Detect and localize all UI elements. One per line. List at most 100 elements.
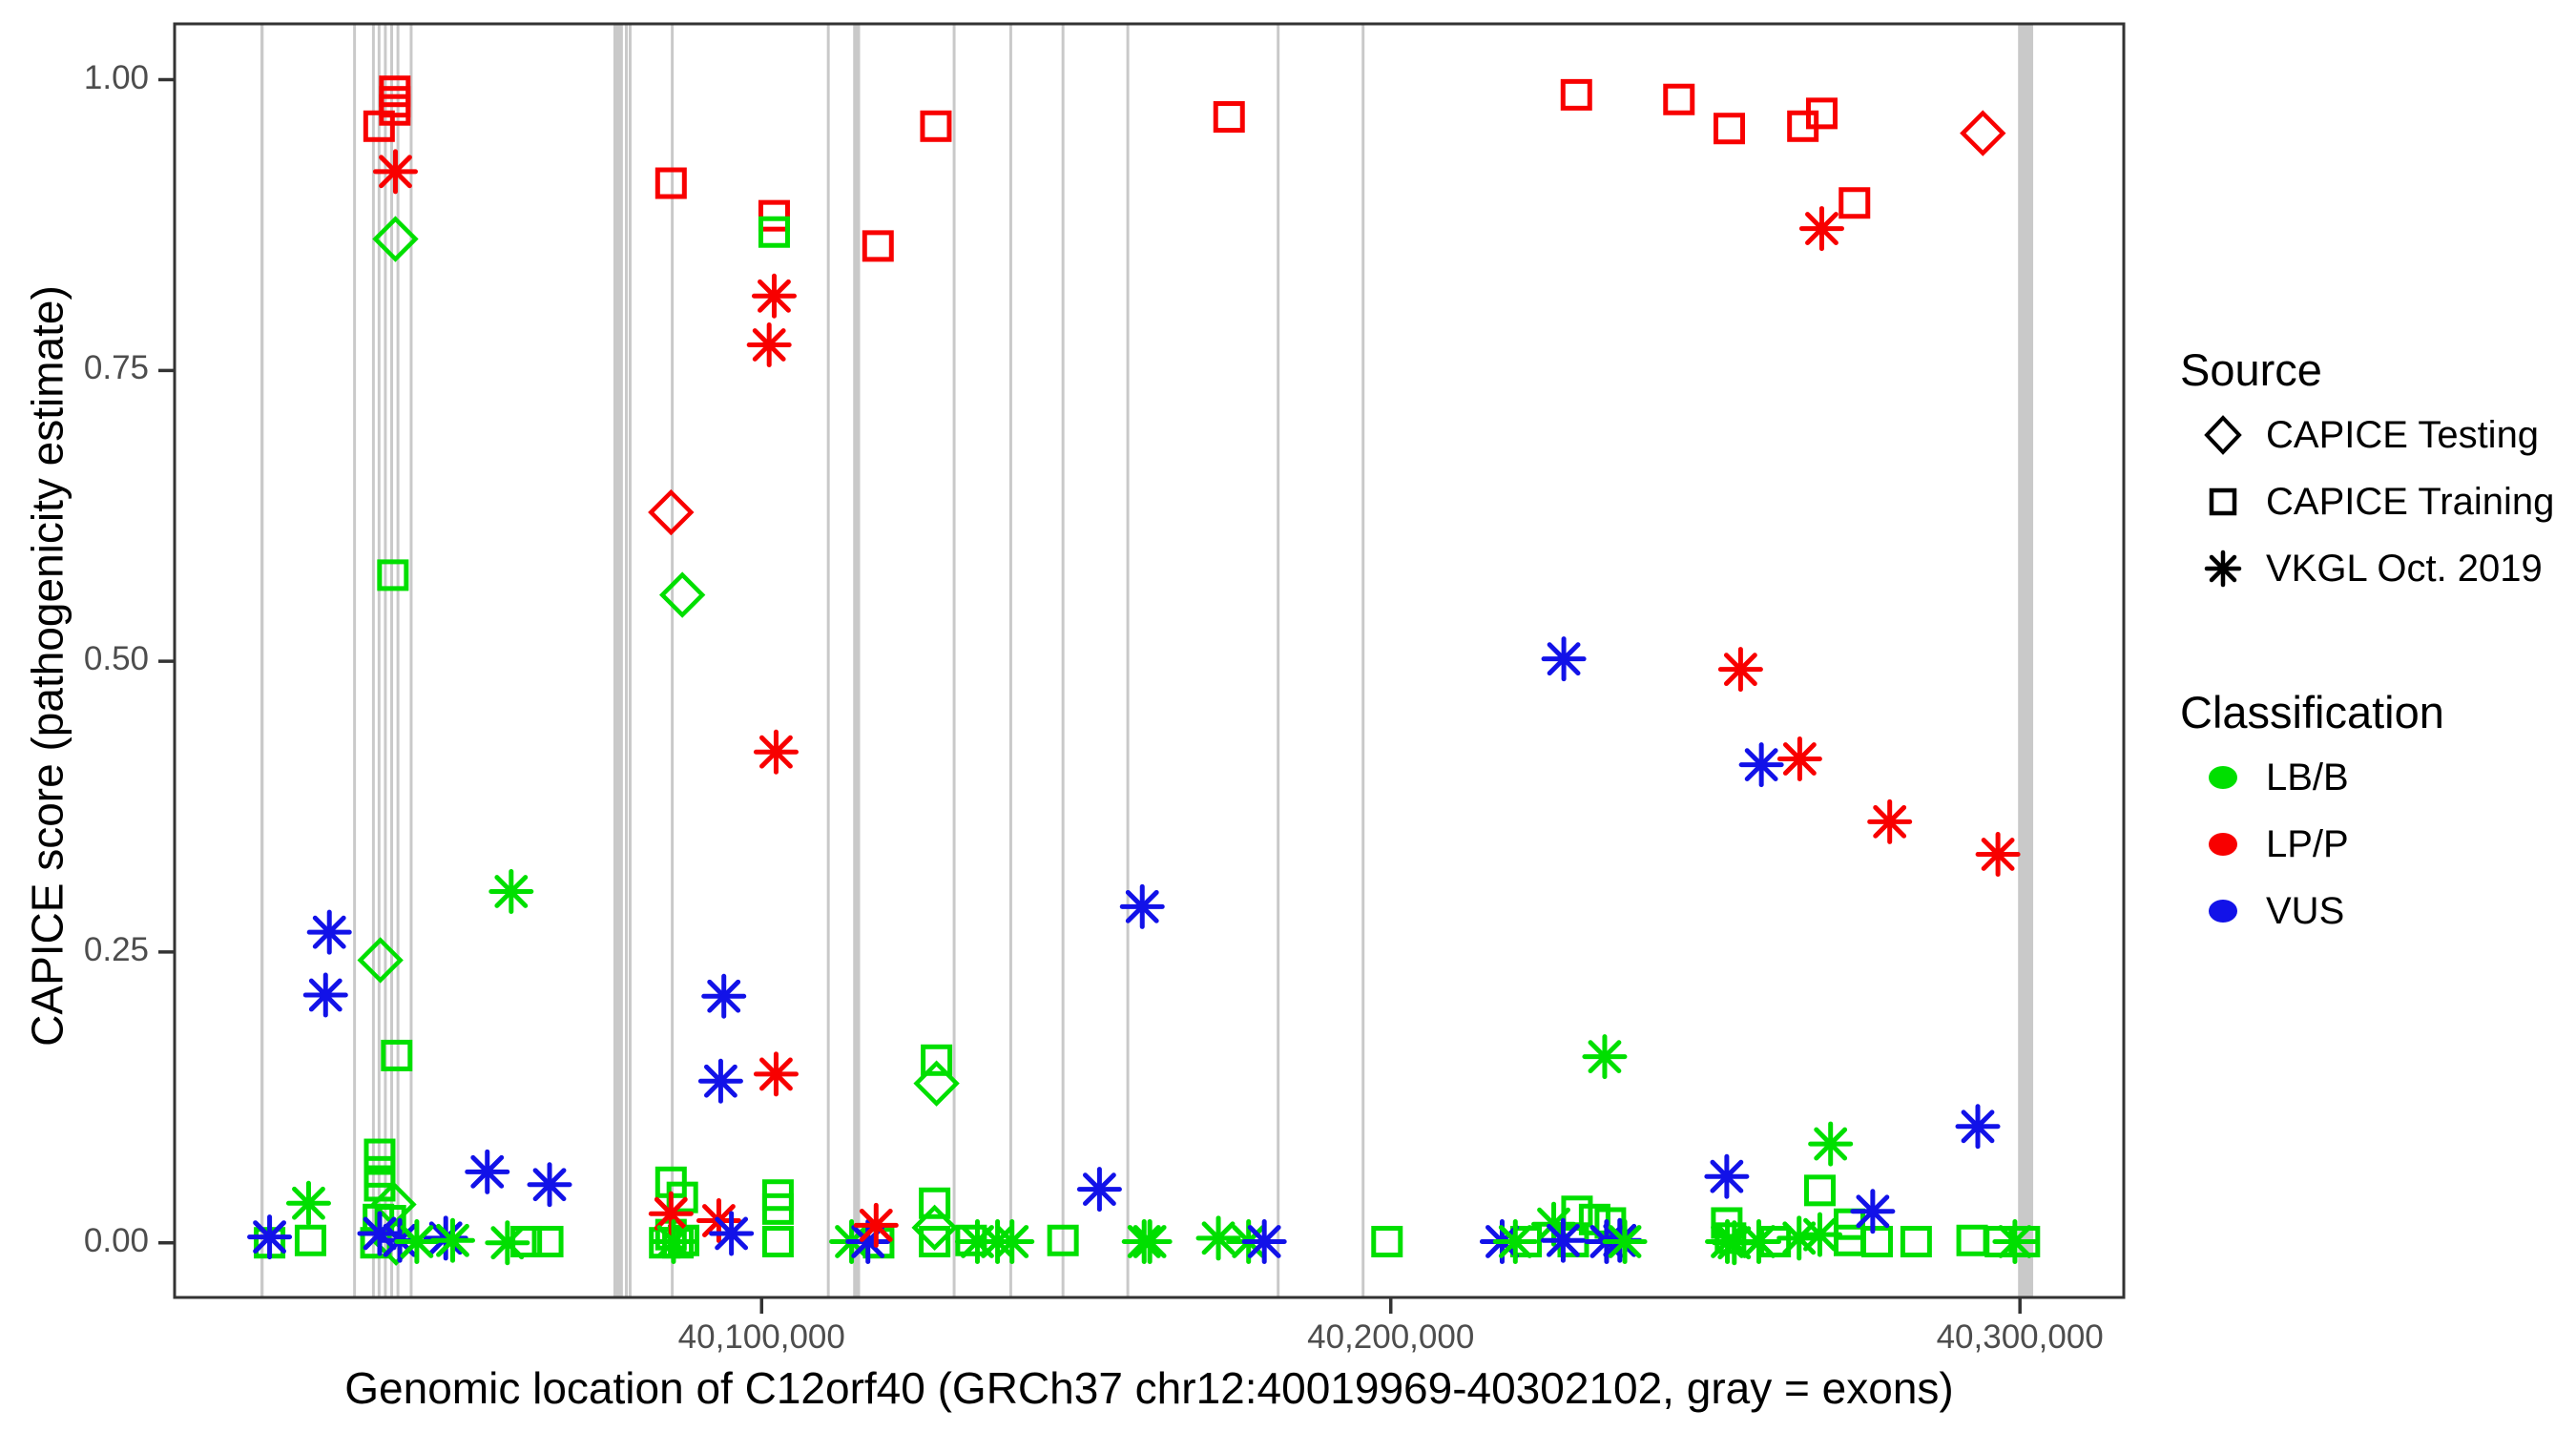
exon-band: [396, 24, 400, 1297]
data-point-asterisk: [1492, 1218, 1538, 1264]
x-tick-label: 40,300,000: [1936, 1318, 2104, 1356]
plot-panel-border: [173, 22, 2126, 1299]
exon-band: [371, 24, 375, 1297]
data-point-square: [1560, 78, 1592, 111]
data-point-diamond: [1960, 110, 2006, 156]
data-point-asterisk: [1540, 1217, 1586, 1263]
legend-item-source-1: CAPICE Training: [2180, 468, 2571, 535]
x-tick-label: 40,200,000: [1307, 1318, 1475, 1356]
data-point-asterisk: [1975, 831, 2021, 877]
exon-band: [1361, 24, 1365, 1297]
data-point-square: [761, 1225, 794, 1257]
legend-item-source-0: CAPICE Testing: [2180, 402, 2571, 468]
data-point-asterisk: [751, 273, 797, 319]
legend-item-label: CAPICE Training: [2266, 480, 2555, 523]
exon-band: [1126, 24, 1130, 1297]
exon-band: [1061, 24, 1065, 1297]
data-point-asterisk: [247, 1214, 293, 1260]
data-point-asterisk: [1076, 1167, 1122, 1213]
data-point-diamond: [372, 216, 419, 262]
legend-item-source-2: VKGL Oct. 2019: [2180, 535, 2571, 602]
data-point-asterisk: [394, 1218, 440, 1264]
legend-item-label: LB/B: [2266, 756, 2349, 798]
data-point-diamond: [659, 571, 706, 618]
legend-dot-icon: [2209, 900, 2237, 923]
legend-source-title: Source: [2180, 344, 2322, 395]
data-point-asterisk: [1867, 798, 1913, 844]
data-point-asterisk: [753, 729, 799, 775]
data-point-asterisk: [285, 1180, 331, 1226]
data-point-square: [1714, 113, 1746, 145]
data-point-asterisk: [372, 149, 418, 195]
data-point-square: [1803, 1174, 1836, 1207]
legend-item-class-2: VUS: [2180, 878, 2571, 944]
data-point-asterisk: [753, 1051, 799, 1097]
data-point-asterisk: [1717, 647, 1763, 693]
data-point-asterisk: [1776, 736, 1822, 782]
data-point-square: [920, 110, 952, 142]
data-point-asterisk: [1776, 1215, 1822, 1261]
data-point-asterisk: [709, 1211, 755, 1256]
exon-band: [613, 24, 623, 1297]
y-tick-label: 1.00: [83, 58, 149, 96]
legend-item-class-1: LP/P: [2180, 811, 2571, 878]
exon-band: [384, 24, 387, 1297]
data-point-asterisk: [1798, 206, 1844, 252]
data-point-asterisk: [306, 909, 352, 955]
legend-diamond-icon: [2204, 415, 2242, 455]
data-point-asterisk: [429, 1217, 475, 1263]
exon-band: [628, 24, 632, 1297]
data-point-asterisk: [1195, 1215, 1241, 1261]
exon-band: [353, 24, 357, 1297]
data-point-square: [1371, 1225, 1403, 1257]
exon-band: [2018, 24, 2034, 1297]
data-point-asterisk: [989, 1218, 1035, 1264]
data-point-square: [1805, 97, 1838, 130]
data-point-asterisk: [1602, 1218, 1648, 1264]
legend-item-label: VUS: [2266, 889, 2345, 932]
data-point-square: [919, 1187, 951, 1219]
x-axis-title: Genomic location of C12orf40 (GRCh37 chr…: [344, 1363, 1954, 1413]
data-point-square: [381, 1039, 413, 1071]
data-point-square: [761, 1192, 794, 1225]
exon-band: [853, 24, 861, 1297]
legend-item-class-0: LB/B: [2180, 744, 2571, 811]
data-point-square: [363, 110, 395, 142]
data-point-asterisk: [488, 869, 534, 915]
data-point-asterisk: [1582, 1034, 1628, 1080]
data-point-asterisk: [845, 1218, 891, 1264]
legend-item-label: CAPICE Testing: [2266, 413, 2540, 456]
exon-band: [1277, 24, 1280, 1297]
data-point-square: [1860, 1225, 1893, 1257]
legend-item-label: VKGL Oct. 2019: [2266, 547, 2543, 590]
data-point-asterisk: [746, 321, 792, 367]
data-point-square: [654, 167, 687, 199]
data-point-asterisk: [465, 1149, 510, 1194]
data-point-square: [1833, 1224, 1865, 1256]
x-tick-label: 40,100,000: [677, 1318, 845, 1356]
data-point-asterisk: [1127, 1218, 1173, 1264]
data-point-diamond: [357, 937, 404, 984]
data-point-asterisk: [697, 1058, 743, 1104]
data-point-asterisk: [1241, 1218, 1287, 1264]
data-point-square: [1663, 83, 1695, 115]
data-point-asterisk: [1704, 1153, 1750, 1199]
data-point-diamond: [911, 1204, 958, 1252]
data-point-asterisk: [1738, 742, 1784, 788]
exon-band: [390, 24, 393, 1297]
data-point-square: [364, 1170, 396, 1202]
data-point-square: [364, 1138, 396, 1171]
data-point-asterisk: [651, 1218, 696, 1264]
data-point-asterisk: [1992, 1218, 2038, 1264]
legend-classification-title: Classification: [2180, 687, 2444, 737]
data-point-square: [294, 1224, 326, 1256]
y-tick-label: 0.50: [83, 640, 149, 678]
data-point-asterisk: [485, 1220, 530, 1266]
y-tick-label: 0.25: [83, 930, 149, 968]
exon-band: [952, 24, 956, 1297]
data-point-square: [1900, 1225, 1932, 1257]
data-point-asterisk: [302, 972, 348, 1018]
data-point-asterisk: [1850, 1189, 1896, 1234]
data-point-square: [758, 216, 790, 248]
